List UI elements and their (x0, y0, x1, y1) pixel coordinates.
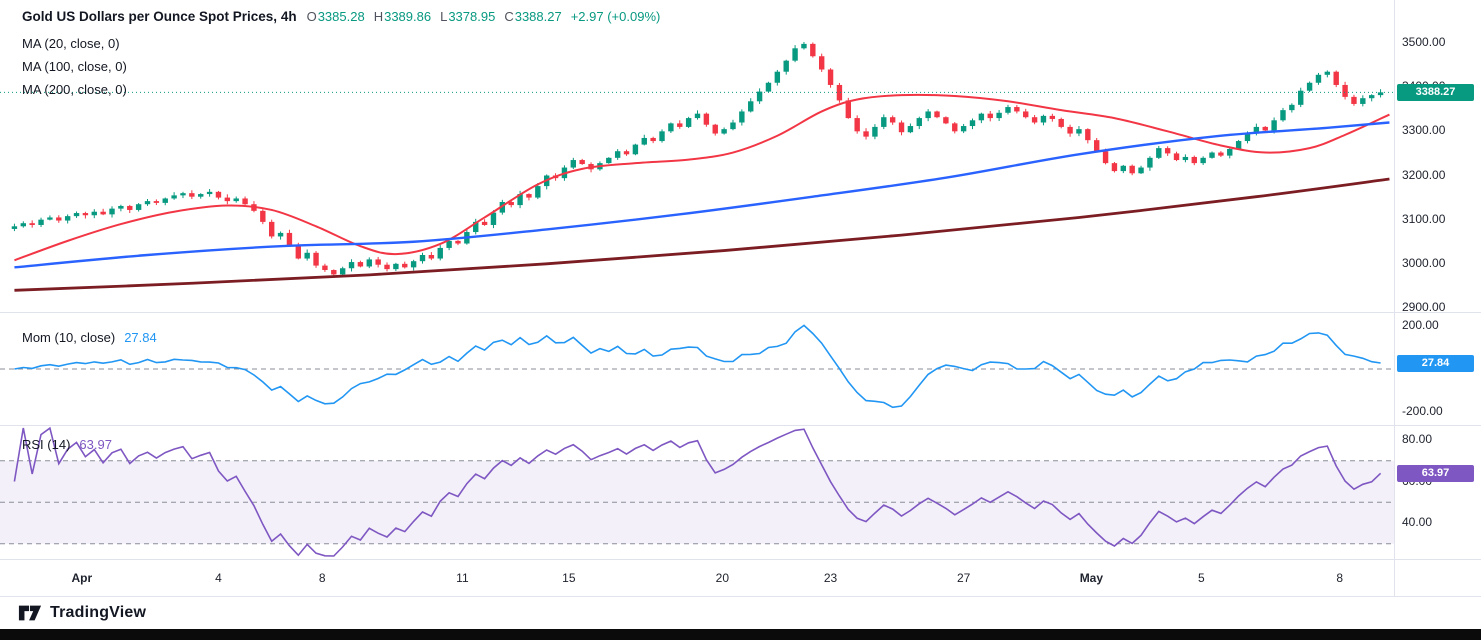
rsi-line[interactable] (13, 426, 1382, 557)
tradingview-wordmark: TradingView (50, 604, 147, 621)
rsi-pane-decor (0, 460, 1395, 545)
rsi-value-badge[interactable]: 63.97 (1397, 464, 1474, 482)
mom-line[interactable] (14, 324, 1381, 409)
ma100-line[interactable] (14, 121, 1390, 269)
pane-dividers (0, 0, 1481, 597)
ma20-line[interactable] (14, 93, 1390, 262)
tradingview-watermark[interactable]: TradingView (18, 602, 146, 624)
tradingview-logo-icon (18, 605, 42, 621)
bottom-bar (0, 629, 1481, 640)
candles-series[interactable] (11, 41, 1384, 278)
ma200-line[interactable] (14, 177, 1390, 292)
mom-value-badge[interactable]: 27.84 (1397, 354, 1474, 372)
last-price-badge[interactable]: 3388.27 (1397, 83, 1474, 101)
